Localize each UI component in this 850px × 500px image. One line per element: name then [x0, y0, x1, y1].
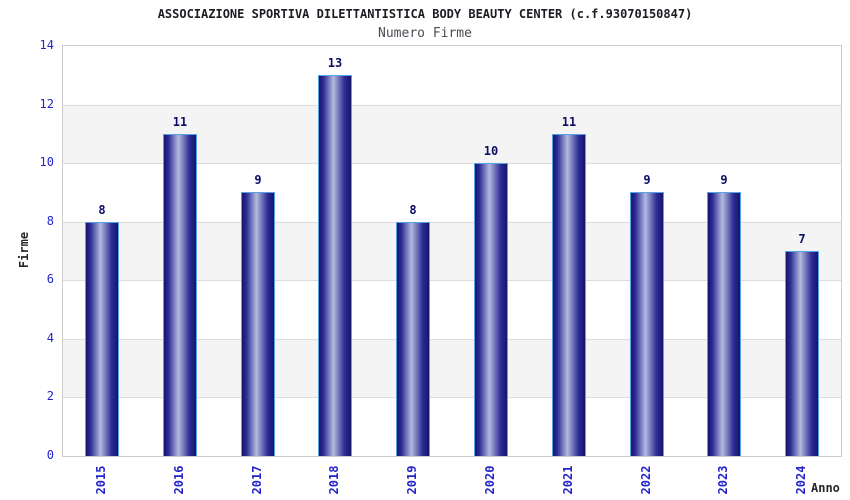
bar [785, 251, 819, 456]
bar-value-label: 13 [327, 56, 343, 70]
x-tick-label: 2018 [327, 465, 341, 495]
x-tick-label: 2022 [639, 465, 653, 495]
bar [318, 75, 352, 456]
gridline [63, 222, 841, 223]
bar-value-label: 9 [254, 173, 262, 187]
bar [707, 192, 741, 456]
bar [163, 134, 197, 456]
gridline [63, 105, 841, 106]
bar-value-label: 11 [172, 115, 188, 129]
chart-subtitle: Numero Firme [378, 26, 472, 41]
gridline [63, 339, 841, 340]
chart-title: ASSOCIAZIONE SPORTIVA DILETTANTISTICA BO… [157, 7, 693, 21]
bar [474, 163, 508, 456]
x-tick-label: 2015 [94, 465, 108, 495]
bar [396, 222, 430, 456]
gridline [63, 397, 841, 398]
y-tick-label: 8 [46, 214, 54, 228]
y-tick-label: 14 [39, 38, 54, 52]
y-tick-label: 6 [46, 272, 54, 286]
y-tick-label: 12 [39, 97, 54, 111]
y-axis-title: Firme [17, 231, 31, 269]
gridline [63, 163, 841, 164]
x-tick-label: 2023 [716, 465, 730, 495]
x-tick-label: 2024 [794, 465, 808, 495]
x-tick-label: 2017 [250, 465, 264, 495]
bar [552, 134, 586, 456]
bar [241, 192, 275, 456]
x-tick-label: 2020 [483, 465, 497, 495]
x-tick-label: 2019 [405, 465, 419, 495]
x-axis-title: Anno [811, 481, 840, 495]
bar [85, 222, 119, 456]
plot-area: 8 11 9 13 8 10 11 9 9 7 [62, 45, 842, 457]
bar-value-label: 11 [561, 115, 577, 129]
bar [630, 192, 664, 456]
bar-value-label: 7 [798, 232, 806, 246]
y-tick-label: 10 [39, 155, 54, 169]
y-tick-label: 0 [46, 448, 54, 462]
bar-value-label: 9 [643, 173, 651, 187]
x-tick-label: 2016 [172, 465, 186, 495]
x-tick-label: 2021 [561, 465, 575, 495]
bar-value-label: 8 [98, 203, 106, 217]
bar-value-label: 8 [409, 203, 417, 217]
gridline [63, 280, 841, 281]
y-tick-label: 2 [46, 389, 54, 403]
y-tick-label: 4 [46, 331, 54, 345]
bar-value-label: 9 [720, 173, 728, 187]
bar-value-label: 10 [483, 144, 499, 158]
